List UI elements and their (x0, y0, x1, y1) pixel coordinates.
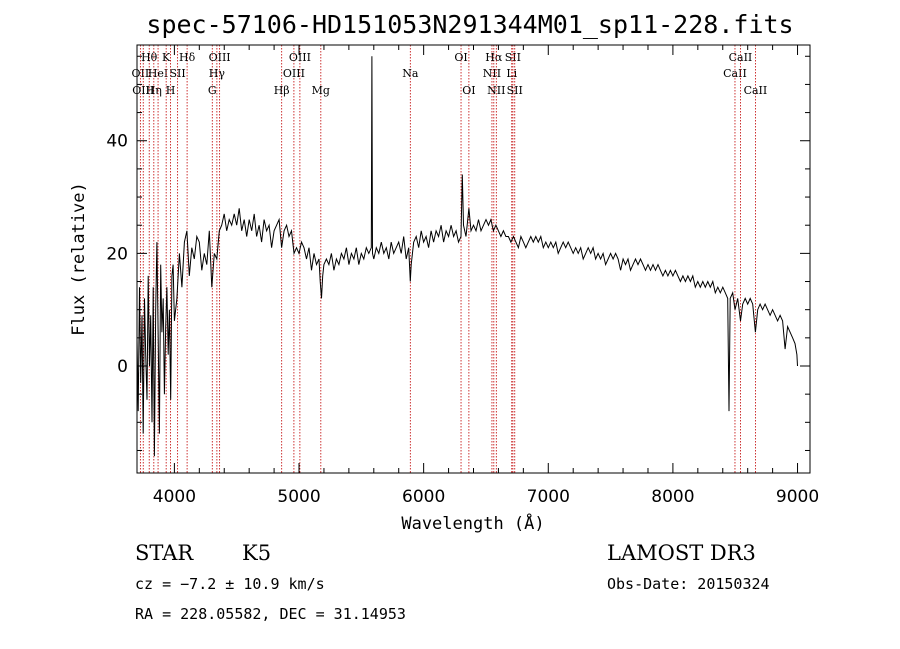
x-tick-label: 7000 (527, 487, 570, 507)
line-label-3869: HeI (148, 67, 168, 80)
line-label-4304: G (208, 84, 217, 97)
line-label-3969: H (166, 84, 176, 97)
line-label-8662: CaII (744, 84, 768, 97)
x-tick-label: 6000 (402, 487, 445, 507)
line-label-4959: OIII (283, 67, 305, 80)
x-tick-label: 8000 (651, 487, 694, 507)
line-label-5007: OIII (289, 51, 311, 64)
plot-frame (136, 44, 811, 474)
redshift-velocity: cz = −7.2 ± 10.9 km/s (135, 575, 325, 593)
x-axis-ticks: 4000 5000 6000 7000 8000 9000 (153, 45, 819, 507)
observation-date: Obs-Date: 20150324 (607, 575, 770, 593)
line-label-6707: Li (506, 67, 517, 80)
x-tick-label: 4000 (153, 487, 196, 507)
line-label-3934: K (162, 51, 171, 64)
y-axis-label: Flux (relative) (69, 182, 89, 336)
line-label-3835: Hη (146, 84, 162, 97)
line-label-4363: OIII (209, 51, 231, 64)
line-label-5893: Na (402, 67, 419, 80)
line-label-4861: Hβ (274, 84, 290, 97)
spectrum-series (136, 56, 798, 457)
line-label-6583: NII (487, 84, 505, 97)
survey-name: LAMOST DR3 (607, 541, 756, 565)
y-tick-label: 0 (117, 357, 128, 377)
spectrum-line-0 (136, 56, 798, 457)
line-label-6363: OI (462, 84, 475, 97)
line-label-6563: Hα (485, 51, 503, 64)
x-tick-label: 5000 (277, 487, 320, 507)
line-label-4341: Hγ (209, 67, 226, 80)
line-label-4102: Hδ (179, 51, 196, 64)
object-subclass: K5 (242, 541, 271, 565)
sky-coordinates: RA = 228.05582, DEC = 31.14953 (135, 605, 406, 623)
line-label-3798: Hθ (141, 51, 158, 64)
line-label-6548: NII (483, 67, 501, 80)
line-label-6716: SII (505, 51, 521, 64)
line-label-3727: OII (132, 67, 150, 80)
line-label-8542: CaII (729, 51, 753, 64)
line-label-3750: OIII (132, 84, 154, 97)
object-class: STAR (135, 541, 194, 565)
y-tick-label: 20 (106, 244, 128, 264)
chart-title: spec-57106-HD151053N291344M01_sp11-228.f… (146, 10, 793, 39)
y-axis-ticks: 0 20 40 (106, 55, 810, 451)
spectral-line-markers: OII OIII Hθ Hη HeI K H SII Hδ G Hγ OIII Hβ OIII OIII Mg… (132, 45, 768, 473)
line-label-5175: Mg (312, 84, 330, 97)
line-label-4026: SII (170, 67, 186, 80)
line-label-6731: SII (507, 84, 523, 97)
line-label-6300: OI (454, 51, 467, 64)
x-axis-label: Wavelength (Å) (401, 512, 544, 534)
y-tick-label: 40 (106, 132, 128, 152)
line-label-8498: CaII (723, 67, 747, 80)
x-tick-label: 9000 (776, 487, 819, 507)
